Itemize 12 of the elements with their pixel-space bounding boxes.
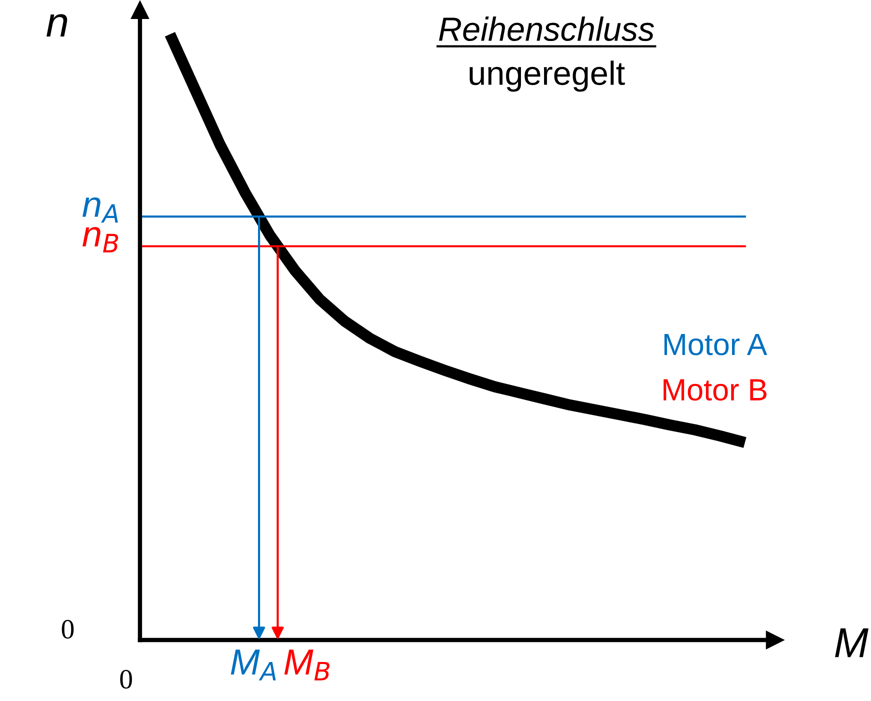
chart-title: Reihenschluss xyxy=(438,16,654,42)
ref-line-label: n$_{A}$ xyxy=(82,197,118,223)
y-axis-title: n xyxy=(46,14,68,37)
text: ungeregelt xyxy=(470,60,625,92)
text: M$_{B}$ xyxy=(284,650,330,680)
text: 0 xyxy=(62,620,74,639)
annotation: Motor A xyxy=(664,334,768,356)
ref-line-label: n$_{B}$ xyxy=(82,227,118,252)
annotation: Motor B xyxy=(664,379,766,401)
text: M$_{A}$ xyxy=(230,650,276,680)
x-axis-title: M xyxy=(835,628,868,658)
text: 0 xyxy=(120,670,132,689)
